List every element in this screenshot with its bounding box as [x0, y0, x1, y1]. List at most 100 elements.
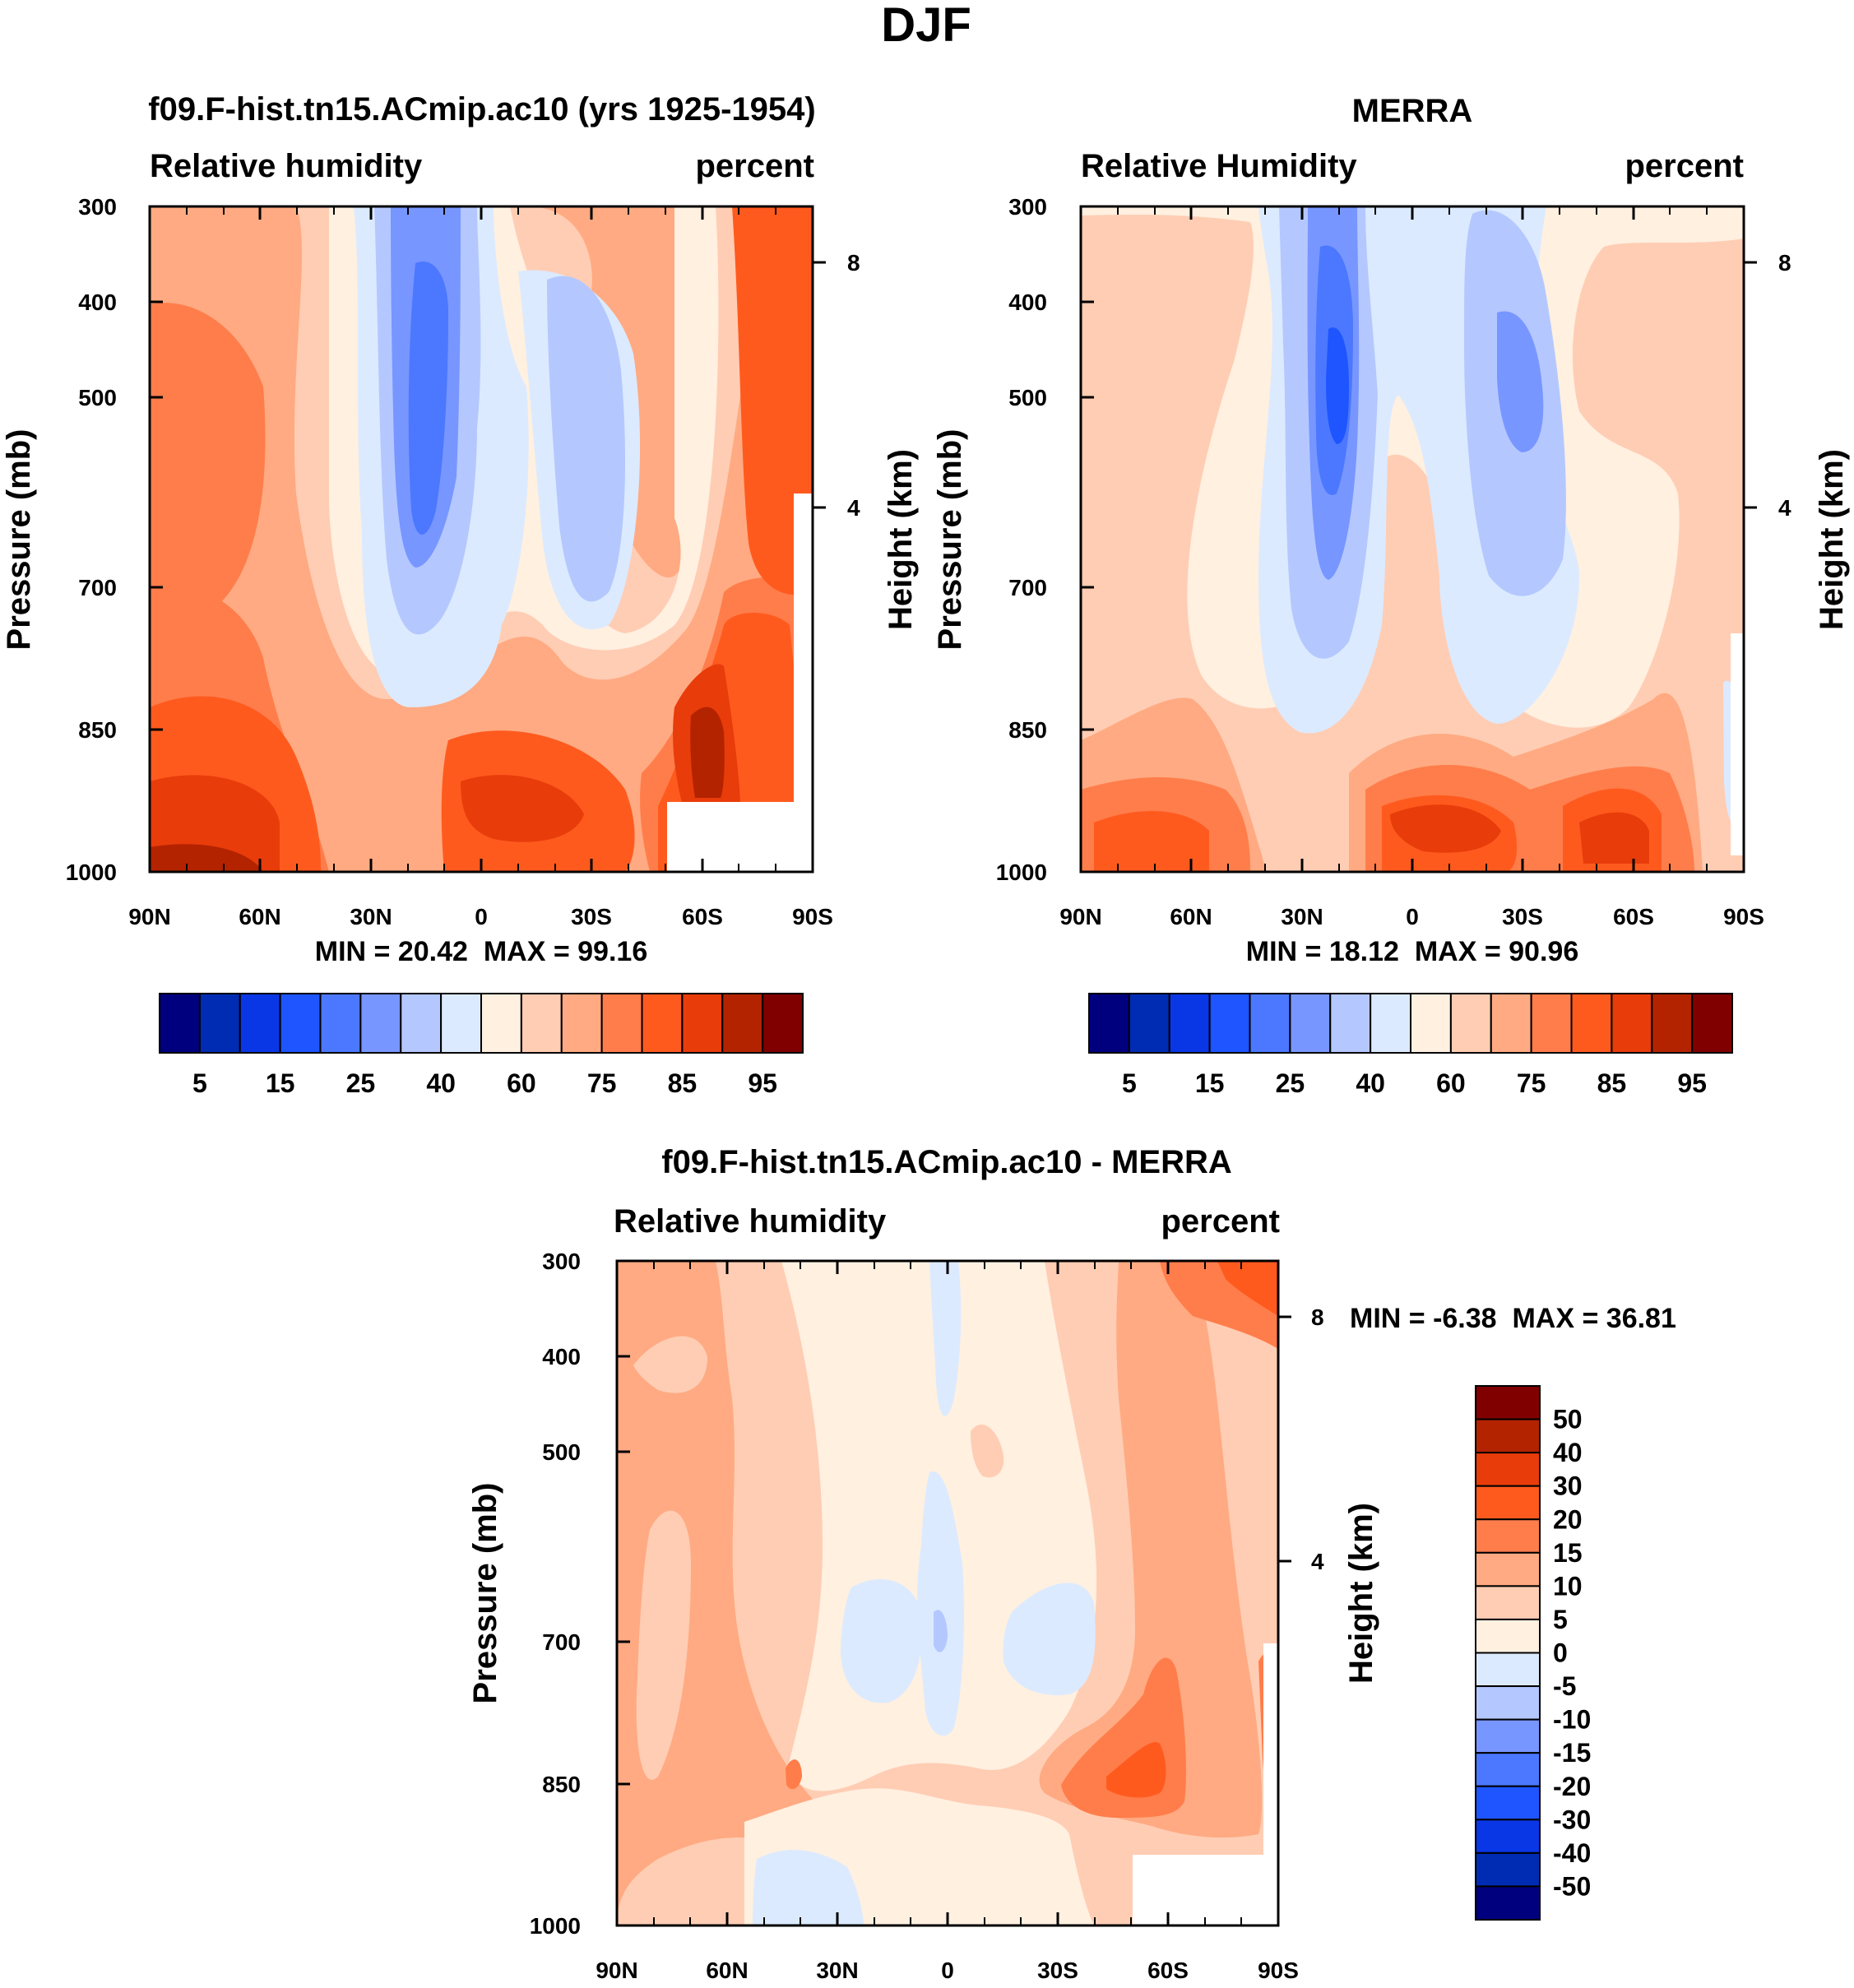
panel-title: f09.F-hist.tn15.ACmip.ac10 (yrs 1925-195… — [148, 91, 815, 127]
colorbar-box — [681, 993, 724, 1054]
colorbar-box — [1475, 1518, 1541, 1554]
x-tick-labels: 90N 60N 30N 0 30S 60S 90S — [128, 904, 833, 929]
colorbar-label: 60 — [507, 1068, 536, 1098]
colorbar-box — [1475, 1551, 1541, 1587]
y2-tick-labels: 8 4 — [847, 250, 860, 521]
contour-band — [1106, 1742, 1166, 1798]
max-value: 36.81 — [1606, 1303, 1676, 1334]
left-label: Relative humidity — [614, 1203, 887, 1240]
y-tick-labels: 300 400 500 700 850 1000 — [996, 194, 1047, 885]
colorbar-label: 25 — [1276, 1068, 1305, 1098]
y2-axis-label: Height (km) — [883, 449, 919, 630]
colorbar-label: 0 — [1553, 1638, 1568, 1668]
colorbar-box — [1088, 993, 1130, 1054]
max-label: MAX = — [484, 936, 570, 967]
colorbar-label: -40 — [1553, 1838, 1591, 1868]
colorbar-box — [440, 993, 482, 1054]
max-label: MAX = — [1512, 1303, 1598, 1334]
x-tick-labels: 90N 60N 30N 0 30S 60S 90S — [1059, 904, 1764, 929]
missing-data — [1731, 633, 1744, 855]
max-value: 99.16 — [577, 936, 647, 967]
colorbar-box — [1475, 1385, 1541, 1420]
colorbar-box — [520, 993, 563, 1054]
y-tick-label: 1000 — [996, 860, 1047, 885]
x-tick-label: 60S — [1147, 1958, 1189, 1983]
min-label: MIN = — [1246, 936, 1322, 967]
y-tick-label: 1000 — [530, 1913, 581, 1939]
colorbar-label: 50 — [1553, 1405, 1583, 1434]
y-tick-label: 850 — [1008, 717, 1047, 743]
y-axis-label: Pressure (mb) — [932, 429, 968, 651]
colorbar-label: 15 — [1195, 1068, 1225, 1098]
colorbar-box — [1475, 1752, 1541, 1787]
colorbar-label: 5 — [1122, 1068, 1137, 1098]
contour-band — [150, 303, 266, 609]
colorbar-box — [1611, 993, 1653, 1054]
min-value: -6.38 — [1433, 1303, 1497, 1334]
x-tick-label: 90N — [596, 1958, 637, 1983]
x-tick-label: 60S — [682, 904, 723, 929]
y2-tick-label: 4 — [1311, 1549, 1324, 1574]
missing-data — [667, 802, 813, 872]
contour-band — [547, 276, 625, 602]
contour-band — [633, 1336, 707, 1393]
panel-title: MERRA — [1352, 93, 1473, 129]
colorbar-label: 60 — [1436, 1068, 1466, 1098]
colorbar-box — [1289, 993, 1332, 1054]
colorbar-box — [1475, 1819, 1541, 1854]
colorbar-box — [480, 993, 522, 1054]
contour-band — [917, 1471, 964, 1736]
y-axis-label: Pressure (mb) — [1, 429, 37, 651]
colorbar-box — [1475, 1685, 1541, 1721]
colorbar-label: 10 — [1553, 1571, 1583, 1601]
left-label: Relative Humidity — [1081, 148, 1357, 184]
colorbar-box — [1570, 993, 1613, 1054]
colorbar-box — [1410, 993, 1452, 1054]
x-tick-label: 60N — [706, 1958, 748, 1983]
colorbar-box — [1475, 1418, 1541, 1454]
y-axis-label: Pressure (mb) — [467, 1483, 503, 1704]
colorbar-box — [721, 993, 764, 1054]
minor-ticks — [653, 1261, 1242, 1925]
colorbar-box — [1475, 1585, 1541, 1620]
x-tick-label: 30N — [1281, 904, 1323, 929]
y-tick-label: 400 — [1008, 290, 1047, 315]
max-value: 90.96 — [1509, 936, 1578, 967]
colorbar-box — [1208, 993, 1251, 1054]
x-tick-label: 30S — [571, 904, 612, 929]
x-tick-label: 30S — [1502, 904, 1543, 929]
min-max-readout: MIN = -6.38 MAX = 36.81 — [1350, 1303, 1676, 1334]
y-tick-labels: 300 400 500 700 850 1000 — [530, 1249, 581, 1939]
y-tick-label: 300 — [1008, 194, 1047, 220]
colorbar-box — [1475, 1718, 1541, 1754]
y2-tick-label: 8 — [1778, 250, 1791, 276]
right-label: percent — [1161, 1203, 1281, 1240]
contour-band — [1003, 1583, 1096, 1695]
contour-band — [934, 1610, 948, 1652]
contour-band — [636, 1510, 691, 1780]
contour-band — [1579, 812, 1649, 864]
contour-band — [1217, 1261, 1278, 1316]
colorbar-label: 40 — [1553, 1438, 1583, 1467]
right-label: percent — [1625, 148, 1745, 184]
colorbar-box — [400, 993, 443, 1054]
colorbar-label: -20 — [1553, 1772, 1591, 1801]
x-tick-label: 0 — [475, 904, 488, 929]
colorbar-label: 40 — [426, 1068, 456, 1098]
y2-tick-labels: 8 4 — [1778, 250, 1791, 521]
contour-band — [1497, 311, 1544, 452]
x-tick-label: 0 — [1406, 904, 1419, 929]
major-ticks — [148, 205, 826, 874]
colorbar-box — [1475, 1652, 1541, 1688]
colorbar-box — [359, 993, 402, 1054]
colorbar-label: 15 — [1553, 1538, 1583, 1568]
contour-band — [971, 1424, 1004, 1478]
y-tick-label: 850 — [78, 717, 117, 743]
y-tick-label: 700 — [78, 575, 117, 600]
y2-axis-label: Height (km) — [1343, 1503, 1379, 1684]
colorbar-box — [319, 993, 362, 1054]
x-tick-label: 90N — [1059, 904, 1101, 929]
colorbar-label: 95 — [1677, 1068, 1707, 1098]
contour-band — [840, 1579, 922, 1703]
